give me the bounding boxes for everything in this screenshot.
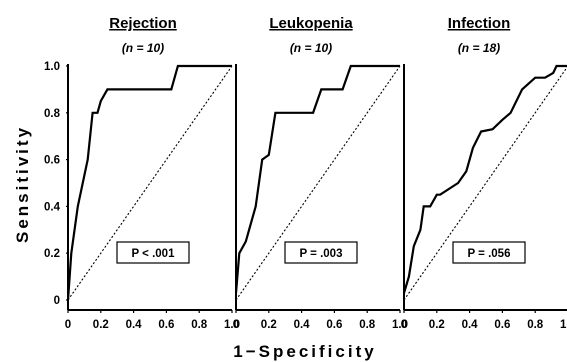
panel-title: Infection xyxy=(448,15,511,32)
p-value-label: P = .003 xyxy=(300,248,343,260)
y-tick-label: 1.0 xyxy=(44,61,60,73)
p-value-label: P = .056 xyxy=(468,248,511,260)
roc-panels: 0 0.2 0.4 0.6 0.8 1.0 Rejection (n = 10) P < .00… xyxy=(65,15,567,331)
x-tick-label: 1.0 xyxy=(224,319,240,331)
p-value-box xyxy=(452,241,526,264)
y-tick-label: 0.2 xyxy=(44,248,60,260)
panel-title: Rejection xyxy=(109,15,177,32)
roc-curve xyxy=(234,64,400,294)
p-value-box xyxy=(116,241,190,264)
roc-curve xyxy=(402,64,567,294)
y-tick-label: 0.8 xyxy=(44,108,61,120)
y-tick-label: 0.6 xyxy=(44,155,60,167)
x-tick-label: 0.6 xyxy=(326,319,342,331)
panel-subtitle: (n = 10) xyxy=(290,41,332,55)
x-tick-label: 0 xyxy=(401,319,407,331)
x-tick-label: 0.2 xyxy=(429,319,445,331)
x-tick-label: 0.8 xyxy=(191,319,208,331)
x-tick-label: 0 xyxy=(65,319,71,331)
roc-panel-rejection: 0 0.2 0.4 0.6 0.8 1.0 Rejection (n = 10) P < .00… xyxy=(65,15,240,331)
y-axis-label: Sensitivity xyxy=(13,125,32,243)
roc-panel-infection: 0 0.2 0.4 0.6 0.8 1.0 Infection (n = 18) P = .05… xyxy=(401,15,567,331)
x-tick-label: 0.6 xyxy=(158,319,174,331)
p-value-label: P < .001 xyxy=(132,248,176,260)
x-tick-label: 1.0 xyxy=(392,319,408,331)
y-tick-label: 0.4 xyxy=(44,201,61,213)
x-tick-label: 0.4 xyxy=(462,319,479,331)
y-tick-label: 0 xyxy=(54,295,60,307)
roc-panel-leukopenia: 0 0.2 0.4 0.6 0.8 1.0 Leukopenia (n = 10) P = .0… xyxy=(233,15,408,331)
panel-subtitle: (n = 18) xyxy=(458,41,500,55)
roc-curve xyxy=(66,64,232,301)
x-tick-label: 0.6 xyxy=(494,319,510,331)
x-axis-label: 1−Specificity xyxy=(233,342,376,361)
panel-subtitle: (n = 10) xyxy=(122,41,164,55)
x-tick-label: 0.2 xyxy=(261,319,277,331)
panel-title: Leukopenia xyxy=(269,15,353,32)
x-tick-label: 0.4 xyxy=(126,319,143,331)
p-value-box xyxy=(284,241,358,264)
x-tick-label: 0 xyxy=(233,319,239,331)
x-tick-label: 0.8 xyxy=(527,319,544,331)
chance-diagonal xyxy=(403,66,567,301)
y-axis-ticks: 0 0.2 0.4 0.6 0.8 1.0 xyxy=(44,61,68,307)
x-tick-label: 0.8 xyxy=(359,319,376,331)
x-tick-label: 0.2 xyxy=(93,319,109,331)
chance-diagonal xyxy=(67,65,233,301)
x-tick-label: 0.4 xyxy=(294,319,311,331)
x-tick-label: 1.0 xyxy=(560,319,567,331)
